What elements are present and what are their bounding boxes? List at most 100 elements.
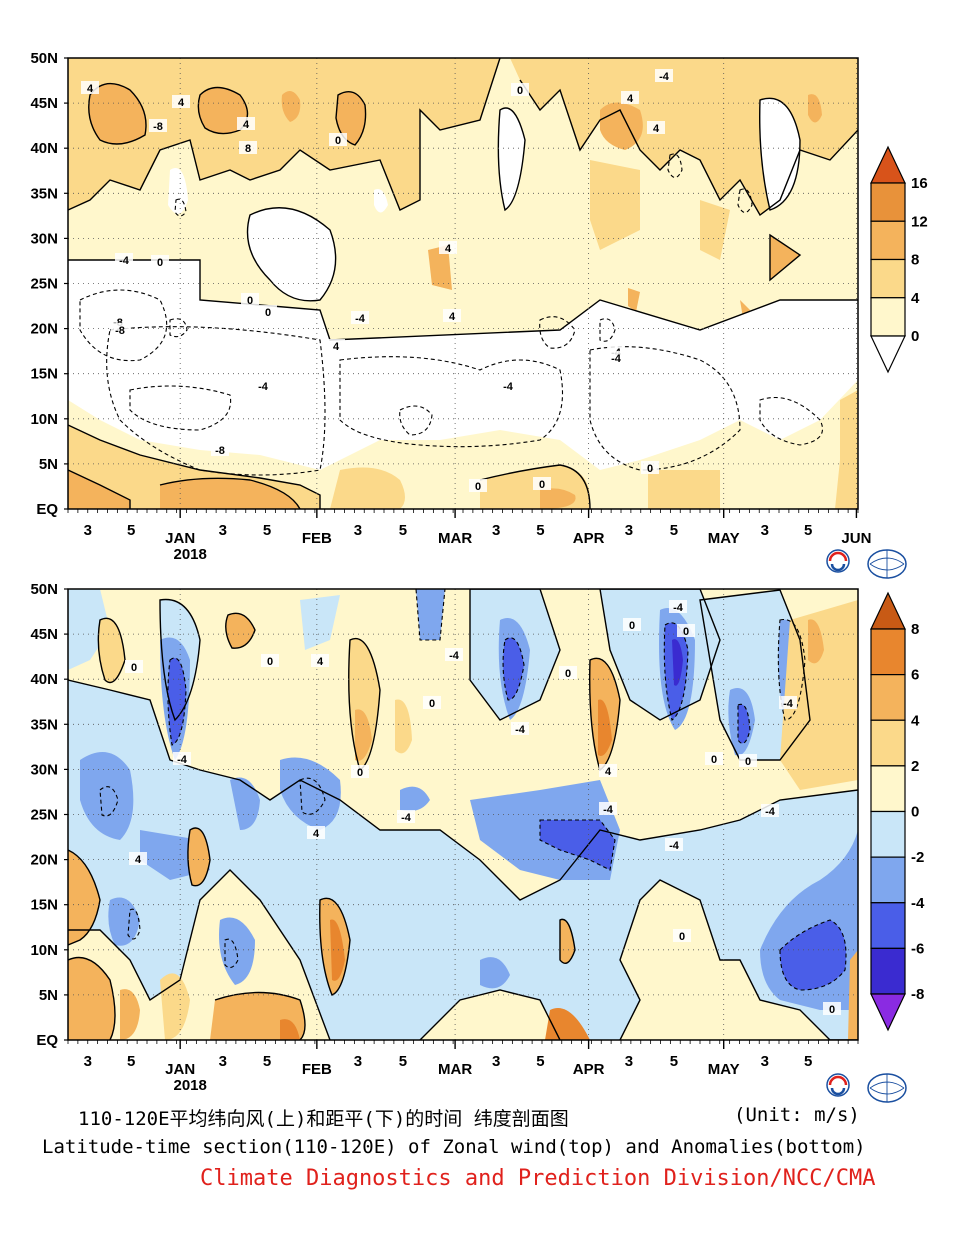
top-contour-label: 4 bbox=[445, 243, 452, 255]
bot-colorbar-swatch bbox=[870, 856, 906, 904]
bot-ytick-label: 50N bbox=[30, 581, 58, 598]
bot-colorbar-swatch bbox=[870, 628, 906, 676]
bot-xtick-label: 5 bbox=[399, 1053, 407, 1070]
bot-contour-label: 0 bbox=[679, 931, 685, 943]
bot-contour-label: 0 bbox=[683, 626, 689, 638]
top-xtick-label: APR bbox=[573, 530, 605, 547]
bot-colorbar-swatch bbox=[870, 810, 906, 858]
bot-contour-label: -4 bbox=[673, 602, 684, 614]
top-ytick-label: 5N bbox=[39, 456, 58, 473]
top-xtick-label: 5 bbox=[127, 522, 135, 539]
top-colorbar-swatch bbox=[870, 182, 906, 222]
top-contour-label: -4 bbox=[503, 381, 514, 393]
top-contour-label-bg bbox=[443, 309, 461, 322]
bot-contour-label-bg bbox=[677, 624, 695, 637]
top-colorbar-label: 16 bbox=[911, 175, 928, 192]
top-xtick-label: 3 bbox=[84, 522, 92, 539]
top-xtick-label: MAY bbox=[708, 530, 740, 547]
bot-colorbar-swatch bbox=[870, 674, 906, 721]
bot-colorbar-bottom-arrow bbox=[870, 993, 906, 1032]
bot-ytick-label: 25N bbox=[30, 807, 58, 824]
top-ytick-label: 10N bbox=[30, 411, 58, 428]
bot-contour-label-bg bbox=[779, 696, 797, 709]
top-contour-label-bg bbox=[469, 479, 487, 492]
bot-colorbar-label: -4 bbox=[911, 895, 925, 912]
top-contour-label-bg bbox=[511, 83, 529, 96]
top-contour-label-bg bbox=[641, 461, 659, 474]
bot-xtick-label: APR bbox=[573, 1061, 605, 1078]
top-contour-label: -4 bbox=[659, 71, 670, 83]
bcc-logo-top bbox=[818, 548, 858, 580]
bot-contour-label-bg bbox=[739, 754, 757, 767]
top-ytick-label: 20N bbox=[30, 321, 58, 338]
bot-xtick-sublabel: 2018 bbox=[173, 1077, 206, 1094]
bottom-gridlines bbox=[68, 589, 858, 1040]
bot-xtick-label: 5 bbox=[804, 1053, 812, 1070]
bot-contour-label-bg bbox=[823, 1002, 841, 1015]
top-colorbar-swatch bbox=[870, 297, 906, 337]
bot-ytick-label: EQ bbox=[36, 1032, 58, 1049]
bot-xtick-label: 5 bbox=[536, 1053, 544, 1070]
bot-contour-label: 0 bbox=[829, 1004, 835, 1016]
bot-contour-label-bg bbox=[599, 764, 617, 777]
bot-xtick-label: MAY bbox=[708, 1061, 740, 1078]
top-contour-label-bg bbox=[351, 311, 369, 324]
bot-colorbar-swatch bbox=[870, 902, 906, 949]
top-colorbar-label: 0 bbox=[911, 328, 919, 345]
bot-contour-label-bg bbox=[129, 852, 147, 865]
bot-contour-label-bg bbox=[445, 648, 463, 661]
top-contour-label-bg bbox=[239, 141, 257, 154]
bot-contour-label-bg bbox=[423, 696, 441, 709]
bot-colorbar-swatch bbox=[870, 765, 906, 813]
bot-contour-label-bg bbox=[665, 838, 683, 851]
bot-contour-label: 0 bbox=[745, 756, 751, 768]
ncc-logo-bottom bbox=[866, 1072, 907, 1104]
bot-contour-label: -4 bbox=[401, 812, 412, 824]
bot-contour-label: 0 bbox=[429, 698, 435, 710]
bot-contour-label-bg bbox=[307, 826, 325, 839]
caption-english: Latitude-time section(110-120E) of Zonal… bbox=[42, 1136, 866, 1158]
top-contour-label-bg bbox=[647, 121, 665, 134]
bot-contour-label: 4 bbox=[605, 766, 612, 778]
bot-ytick-label: 10N bbox=[30, 942, 58, 959]
top-contour-label: -8 bbox=[153, 121, 163, 133]
bot-contour-label-bg bbox=[173, 752, 191, 765]
bot-contour-label-bg bbox=[669, 600, 687, 613]
bot-contour-label-bg bbox=[705, 752, 723, 765]
bot-contour-label: -4 bbox=[765, 806, 776, 818]
bot-xtick-label: FEB bbox=[302, 1061, 332, 1078]
top-xtick-label: JAN bbox=[165, 530, 195, 547]
top-xtick-label: JUN bbox=[841, 530, 871, 547]
top-contour-label: -4 bbox=[611, 353, 622, 365]
caption-chinese: 110-120E平均纬向风(上)和距平(下)的时间 纬度剖面图 bbox=[78, 1108, 569, 1130]
bot-contour-label: 0 bbox=[565, 668, 571, 680]
ncc-logo-icon bbox=[867, 549, 907, 579]
bottom-colorbar: 8 6 4 2 0 -2 -4 -6 -8 bbox=[870, 591, 925, 1032]
bot-colorbar-top-arrow bbox=[870, 591, 906, 630]
top-contour-label: -8 bbox=[115, 325, 125, 337]
bot-xtick-label: 3 bbox=[761, 1053, 769, 1070]
bot-colorbar-label: -8 bbox=[911, 986, 924, 1003]
top-contour-label: -4 bbox=[258, 381, 269, 393]
bot-colorbar-swatch bbox=[870, 947, 906, 995]
ncc-logo-icon-2 bbox=[867, 1073, 907, 1103]
top-colorbar-swatch bbox=[870, 220, 906, 261]
top-colorbar-top-arrow bbox=[870, 145, 906, 184]
top-xtick-label: 3 bbox=[625, 522, 633, 539]
bcc-logo-bottom bbox=[818, 1072, 858, 1104]
bot-contour-label-bg bbox=[559, 666, 577, 679]
bot-contour-label-bg bbox=[511, 722, 529, 735]
top-contour-label: 0 bbox=[647, 463, 653, 475]
top-ytick-label: 30N bbox=[30, 230, 58, 247]
bot-xtick-label: JAN bbox=[165, 1061, 195, 1078]
bot-colorbar-label: -2 bbox=[911, 849, 924, 866]
top-contour-label: 0 bbox=[157, 257, 163, 269]
top-contour-label: 0 bbox=[517, 85, 523, 97]
top-xtick-label: 5 bbox=[670, 522, 678, 539]
bottom-contour-field bbox=[68, 589, 858, 1040]
caption-unit: (Unit: m/s) bbox=[734, 1104, 860, 1126]
top-contour-label-bg bbox=[655, 69, 673, 82]
top-contour-label-bg bbox=[241, 293, 259, 306]
top-ytick-label: 25N bbox=[30, 276, 58, 293]
